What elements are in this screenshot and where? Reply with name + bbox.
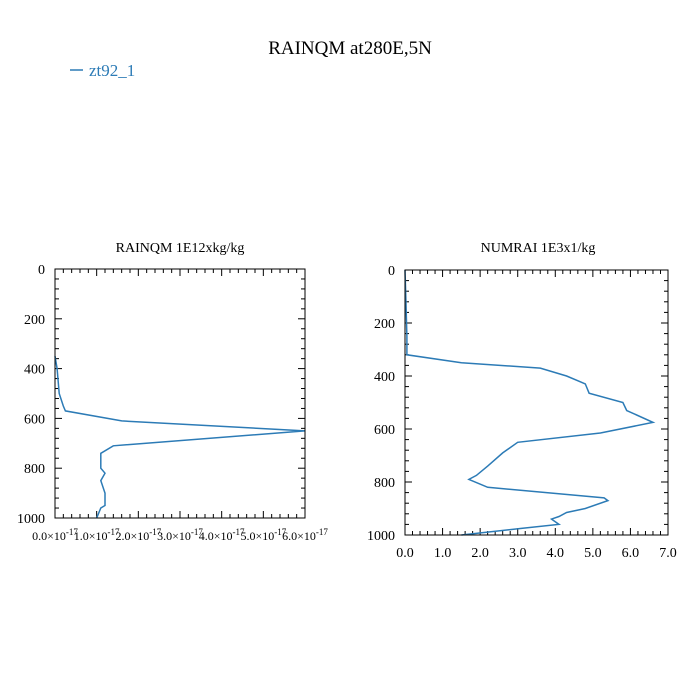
x-tick-exponent: -17 — [66, 527, 78, 537]
y-tick-label: 600 — [24, 412, 45, 427]
x-tick-label: 2.0 — [471, 546, 489, 561]
y-tick-label: 1000 — [17, 512, 45, 527]
figure-title: RAINQM at280E,5N — [268, 38, 432, 59]
x-tick-exponent: -17 — [316, 527, 328, 537]
x-tick-exponent: -17 — [149, 527, 161, 537]
x-tick-exponent: -17 — [191, 527, 203, 537]
x-tick-label: 0.0×10-17 — [32, 527, 78, 543]
y-tick-label: 800 — [374, 476, 395, 491]
axes-frame — [404, 269, 669, 536]
y-tick-label: 800 — [24, 462, 45, 477]
y-tick-label: 0 — [38, 263, 45, 278]
y-tick-label: 1000 — [367, 529, 395, 544]
panel-title: NUMRAI 1E3x1/kg — [481, 241, 596, 256]
x-tick-label: 1.0×10-17 — [74, 527, 120, 543]
x-tick-label: 1.0 — [434, 546, 452, 561]
x-tick-label: 3.0×10-17 — [157, 527, 203, 543]
x-tick-exponent: -17 — [108, 527, 120, 537]
x-tick-label: 5.0×10-17 — [240, 527, 286, 543]
y-tick-label: 400 — [374, 370, 395, 385]
panel-numrai: NUMRAI 1E3x1/kg 0.0 1.0 2.0 3.0 4.0 5.0 6.0 7.0… — [367, 241, 677, 561]
y-tick-label: 600 — [374, 423, 395, 438]
x-tick-label: 3.0 — [509, 546, 527, 561]
x-tick-exponent: -17 — [274, 527, 286, 537]
x-ticks: 0.0 1.0 2.0 3.0 4.0 5.0 6.0 7.0 — [396, 270, 677, 561]
y-tick-label: 0 — [388, 264, 395, 279]
y-ticks: 0 200 400 600 800 1000 — [367, 264, 668, 544]
legend-label: zt92_1 — [89, 61, 135, 80]
y-tick-label: 400 — [24, 363, 45, 378]
x-tick-label: 0.0 — [396, 546, 414, 561]
x-tick-label: 2.0×10-17 — [115, 527, 161, 543]
axes-frame — [54, 268, 306, 519]
x-tick-label: 6.0×10-17 — [282, 527, 328, 543]
y-tick-label: 200 — [374, 317, 395, 332]
x-ticks: 0.0×10-171.0×10-172.0×10-173.0×10-174.0×… — [32, 269, 328, 543]
legend: zt92_1 — [70, 61, 135, 80]
x-tick-label: 4.0 — [547, 546, 565, 561]
panel-title: RAINQM 1E12xkg/kg — [116, 241, 245, 256]
x-tick-label: 7.0 — [659, 546, 677, 561]
y-tick-label: 200 — [24, 313, 45, 328]
x-tick-label: 6.0 — [622, 546, 640, 561]
x-tick-label: 4.0×10-17 — [199, 527, 245, 543]
series-line-zt92_1 — [404, 269, 656, 536]
series-line-zt92_1 — [54, 355, 306, 519]
x-tick-exponent: -17 — [233, 527, 245, 537]
panel-rainqm: RAINQM 1E12xkg/kg 0.0×10-171.0×10-172.0×… — [17, 241, 328, 543]
x-tick-label: 5.0 — [584, 546, 602, 561]
